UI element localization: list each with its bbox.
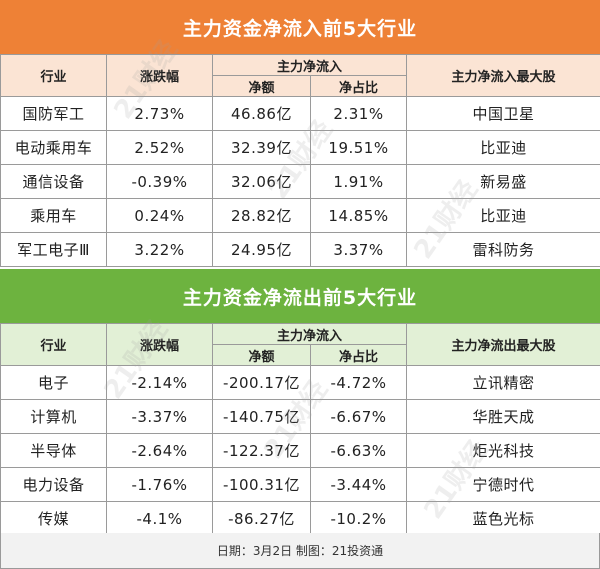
header-industry: 行业 (0, 54, 107, 97)
change-cell: 0.24% (106, 198, 213, 233)
inflow-title: 主力资金净流入前5大行业 (0, 0, 600, 54)
stock-cell: 立讯精密 (406, 365, 600, 400)
ratio-cell: 14.85% (309, 198, 408, 233)
table-row: 军工电子Ⅲ 3.22% 24.95亿 3.37% 雷科防务 (0, 232, 600, 267)
header-top-stock: 主力净流出最大股 (406, 323, 600, 366)
industry-cell: 计算机 (0, 399, 107, 434)
header-change: 涨跌幅 (106, 54, 213, 97)
stock-cell: 华胜天成 (406, 399, 600, 434)
stock-cell: 雷科防务 (406, 232, 600, 267)
ratio-cell: 19.51% (309, 130, 408, 165)
net-cell: 32.06亿 (212, 164, 311, 199)
header-net-ratio: 净占比 (309, 75, 408, 97)
net-cell: -200.17亿 (212, 365, 311, 400)
ratio-cell: 3.37% (309, 232, 408, 267)
change-cell: -4.1% (106, 501, 213, 536)
industry-cell: 半导体 (0, 433, 107, 468)
change-cell: 2.52% (106, 130, 213, 165)
outflow-table: 行业 涨跌幅 主力净流入 主力净流出最大股 净额 净占比 电子 -2.14% -… (0, 323, 600, 536)
change-cell: -0.39% (106, 164, 213, 199)
header-net-inflow-group: 主力净流入 (211, 323, 408, 345)
header-change: 涨跌幅 (106, 323, 213, 366)
header-industry: 行业 (0, 323, 107, 366)
stock-cell: 新易盛 (406, 164, 600, 199)
stock-cell: 蓝色光标 (406, 501, 600, 536)
change-cell: -3.37% (106, 399, 213, 434)
header-top-stock: 主力净流入最大股 (406, 54, 600, 97)
stock-cell: 比亚迪 (406, 130, 600, 165)
industry-cell: 国防军工 (0, 96, 107, 131)
table-row: 电子 -2.14% -200.17亿 -4.72% 立讯精密 (0, 365, 600, 400)
change-cell: -1.76% (106, 467, 213, 502)
outflow-section: 主力资金净流出前5大行业 行业 涨跌幅 主力净流入 主力净流出最大股 净额 净占… (0, 269, 600, 536)
header-net-amount: 净额 (212, 344, 311, 366)
net-cell: -100.31亿 (212, 467, 311, 502)
inflow-section: 主力资金净流入前5大行业 行业 涨跌幅 主力净流入 主力净流入最大股 净额 净占… (0, 0, 600, 267)
ratio-cell: -3.44% (309, 467, 408, 502)
net-cell: 28.82亿 (212, 198, 311, 233)
industry-cell: 电子 (0, 365, 107, 400)
header-net-amount: 净额 (212, 75, 311, 97)
industry-cell: 乘用车 (0, 198, 107, 233)
net-cell: 24.95亿 (212, 232, 311, 267)
header-net-ratio: 净占比 (309, 344, 408, 366)
table-row: 传媒 -4.1% -86.27亿 -10.2% 蓝色光标 (0, 501, 600, 536)
ratio-cell: -10.2% (309, 501, 408, 536)
table-row: 通信设备 -0.39% 32.06亿 1.91% 新易盛 (0, 164, 600, 199)
industry-cell: 传媒 (0, 501, 107, 536)
industry-cell: 通信设备 (0, 164, 107, 199)
stock-cell: 宁德时代 (406, 467, 600, 502)
header-net-inflow-group: 主力净流入 (211, 54, 408, 76)
change-cell: 3.22% (106, 232, 213, 267)
ratio-cell: -6.63% (309, 433, 408, 468)
table-row: 电动乘用车 2.52% 32.39亿 19.51% 比亚迪 (0, 130, 600, 165)
net-cell: -140.75亿 (212, 399, 311, 434)
table-row: 半导体 -2.64% -122.37亿 -6.63% 炬光科技 (0, 433, 600, 468)
industry-cell: 电力设备 (0, 467, 107, 502)
outflow-title: 主力资金净流出前5大行业 (0, 269, 600, 323)
ratio-cell: -4.72% (309, 365, 408, 400)
ratio-cell: 1.91% (309, 164, 408, 199)
table-row: 国防军工 2.73% 46.86亿 2.31% 中国卫星 (0, 96, 600, 131)
table-row: 乘用车 0.24% 28.82亿 14.85% 比亚迪 (0, 198, 600, 233)
stock-cell: 炬光科技 (406, 433, 600, 468)
inflow-table: 行业 涨跌幅 主力净流入 主力净流入最大股 净额 净占比 国防军工 2.73% … (0, 54, 600, 267)
net-cell: 32.39亿 (212, 130, 311, 165)
change-cell: -2.64% (106, 433, 213, 468)
stock-cell: 比亚迪 (406, 198, 600, 233)
table-row: 电力设备 -1.76% -100.31亿 -3.44% 宁德时代 (0, 467, 600, 502)
industry-cell: 电动乘用车 (0, 130, 107, 165)
stock-cell: 中国卫星 (406, 96, 600, 131)
industry-cell: 军工电子Ⅲ (0, 232, 107, 267)
net-cell: 46.86亿 (212, 96, 311, 131)
footer-caption: 日期：3月2日 制图：21投资通 (0, 533, 600, 569)
table-row: 计算机 -3.37% -140.75亿 -6.67% 华胜天成 (0, 399, 600, 434)
change-cell: -2.14% (106, 365, 213, 400)
change-cell: 2.73% (106, 96, 213, 131)
ratio-cell: -6.67% (309, 399, 408, 434)
net-cell: -122.37亿 (212, 433, 311, 468)
net-cell: -86.27亿 (212, 501, 311, 536)
ratio-cell: 2.31% (309, 96, 408, 131)
